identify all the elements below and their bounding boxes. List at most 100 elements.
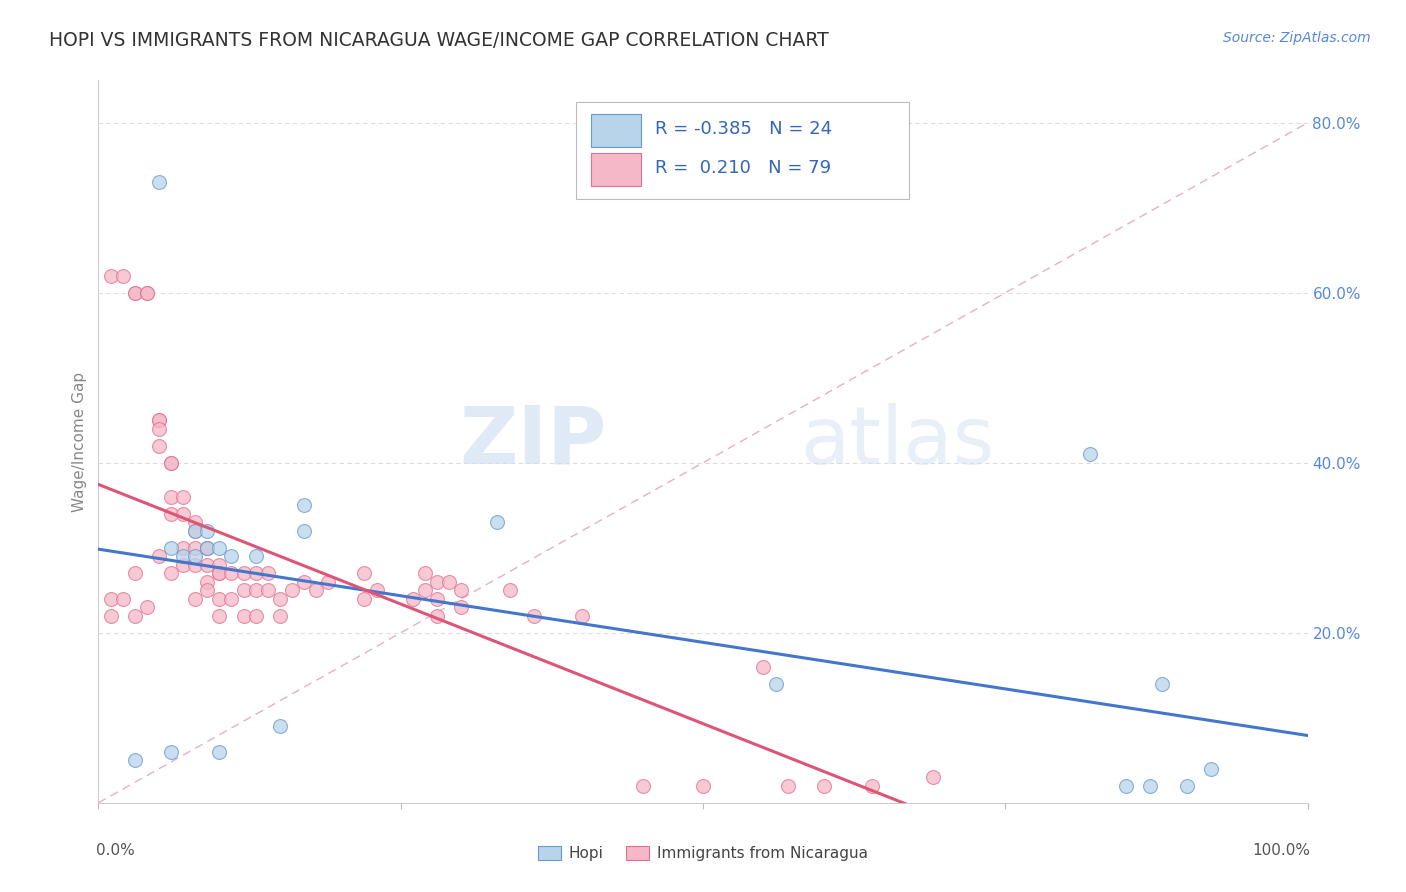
- Point: [523, 608, 546, 623]
- Point: [111, 268, 134, 283]
- Point: [160, 745, 183, 759]
- Point: [1199, 762, 1222, 776]
- FancyBboxPatch shape: [576, 102, 908, 200]
- Point: [184, 549, 207, 564]
- Text: Source: ZipAtlas.com: Source: ZipAtlas.com: [1223, 31, 1371, 45]
- Point: [124, 285, 146, 300]
- Point: [160, 456, 183, 470]
- Point: [135, 285, 157, 300]
- Point: [486, 516, 509, 530]
- Text: 100.0%: 100.0%: [1251, 843, 1310, 857]
- Point: [208, 745, 231, 759]
- Point: [208, 608, 231, 623]
- Point: [437, 574, 460, 589]
- Point: [426, 574, 449, 589]
- Point: [208, 591, 231, 606]
- Point: [921, 770, 943, 784]
- Point: [221, 549, 243, 564]
- Point: [269, 719, 291, 733]
- Point: [208, 566, 231, 581]
- Point: [1139, 779, 1161, 793]
- Point: [172, 507, 194, 521]
- Point: [172, 549, 194, 564]
- FancyBboxPatch shape: [591, 114, 641, 147]
- Point: [100, 608, 122, 623]
- Point: [426, 608, 449, 623]
- Point: [160, 490, 183, 504]
- Text: HOPI VS IMMIGRANTS FROM NICARAGUA WAGE/INCOME GAP CORRELATION CHART: HOPI VS IMMIGRANTS FROM NICARAGUA WAGE/I…: [49, 31, 830, 50]
- Point: [148, 422, 170, 436]
- Point: [353, 591, 375, 606]
- Point: [292, 498, 315, 512]
- Point: [135, 285, 157, 300]
- Point: [245, 566, 267, 581]
- Point: [184, 591, 207, 606]
- Point: [413, 583, 436, 598]
- Point: [813, 779, 835, 793]
- Point: [208, 566, 231, 581]
- Text: atlas: atlas: [800, 402, 994, 481]
- Point: [571, 608, 593, 623]
- Point: [232, 608, 254, 623]
- Point: [221, 566, 243, 581]
- Point: [160, 456, 183, 470]
- Point: [1152, 677, 1174, 691]
- Y-axis label: Wage/Income Gap: Wage/Income Gap: [72, 371, 87, 512]
- Point: [124, 608, 146, 623]
- Point: [631, 779, 654, 793]
- Point: [281, 583, 304, 598]
- Point: [148, 413, 170, 427]
- Point: [692, 779, 714, 793]
- Point: [124, 566, 146, 581]
- Point: [450, 583, 472, 598]
- Point: [245, 583, 267, 598]
- Point: [195, 558, 218, 572]
- Text: 0.0%: 0.0%: [96, 843, 135, 857]
- Point: [195, 541, 218, 555]
- Point: [256, 566, 278, 581]
- Point: [776, 779, 799, 793]
- Point: [148, 549, 170, 564]
- Point: [269, 608, 291, 623]
- Point: [208, 558, 231, 572]
- Point: [195, 574, 218, 589]
- Point: [221, 591, 243, 606]
- Point: [316, 574, 339, 589]
- Point: [160, 507, 183, 521]
- Point: [305, 583, 328, 598]
- Point: [860, 779, 883, 793]
- Point: [413, 566, 436, 581]
- Point: [148, 175, 170, 189]
- Point: [245, 608, 267, 623]
- Point: [195, 541, 218, 555]
- Point: [232, 583, 254, 598]
- Point: [402, 591, 425, 606]
- Point: [292, 574, 315, 589]
- Point: [353, 566, 375, 581]
- Point: [160, 541, 183, 555]
- Text: R = -0.385   N = 24: R = -0.385 N = 24: [655, 120, 832, 138]
- Point: [292, 524, 315, 538]
- Point: [135, 600, 157, 615]
- Point: [256, 583, 278, 598]
- Point: [160, 566, 183, 581]
- Point: [195, 583, 218, 598]
- Point: [100, 591, 122, 606]
- Point: [1078, 447, 1101, 461]
- Point: [184, 524, 207, 538]
- Point: [195, 541, 218, 555]
- Point: [232, 566, 254, 581]
- Point: [184, 516, 207, 530]
- Point: [765, 677, 787, 691]
- Point: [498, 583, 520, 598]
- Point: [195, 524, 218, 538]
- Point: [366, 583, 388, 598]
- Text: ZIP: ZIP: [458, 402, 606, 481]
- Point: [245, 549, 267, 564]
- Point: [208, 541, 231, 555]
- Text: R =  0.210   N = 79: R = 0.210 N = 79: [655, 160, 831, 178]
- Legend: Hopi, Immigrants from Nicaragua: Hopi, Immigrants from Nicaragua: [531, 840, 875, 867]
- Point: [1115, 779, 1137, 793]
- Point: [148, 413, 170, 427]
- Point: [124, 753, 146, 767]
